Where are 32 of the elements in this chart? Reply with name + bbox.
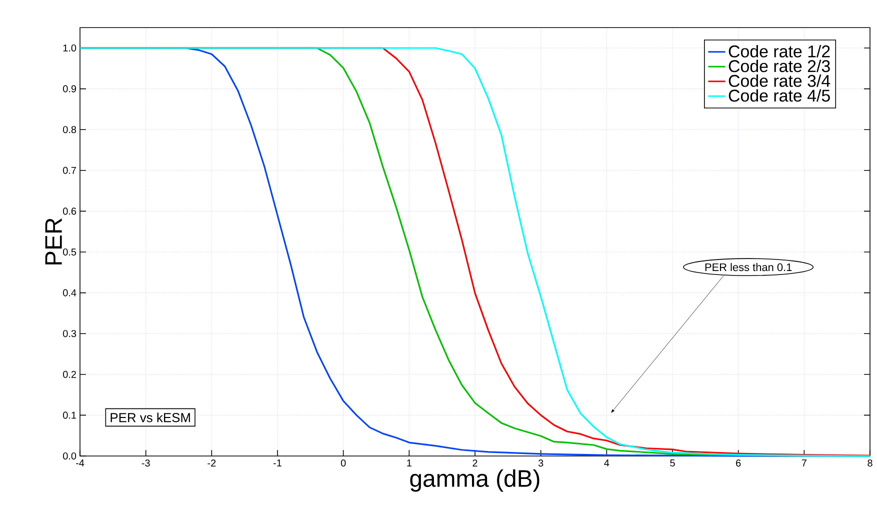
x-tick-label: 6: [736, 460, 741, 467]
x-tick-label: 0: [340, 460, 346, 467]
y-axis-title: PER: [45, 218, 62, 264]
legend-label: Code rate 2/3: [728, 60, 830, 72]
y-tick-label: 0.9: [63, 85, 76, 92]
annotation: PER vs kESM: [110, 412, 190, 422]
x-tick-label: -1: [274, 460, 282, 466]
x-tick-label: -2: [208, 460, 216, 466]
y-tick-label: 0.8: [63, 126, 76, 134]
y-tick-label: 0.7: [63, 166, 76, 174]
y-tick-label: 0.6: [63, 208, 76, 215]
annotation: PER less than 0.1: [705, 263, 792, 272]
y-tick-label: 0.0: [63, 452, 76, 460]
y-tick-label: 0.5: [63, 248, 76, 256]
x-tick-label: 1: [407, 460, 412, 466]
y-tick-label: 0.1: [63, 412, 76, 419]
legend-label: Code rate 1/2: [728, 44, 830, 58]
y-tick-label: 0.3: [63, 330, 76, 338]
x-tick-label: 4: [604, 460, 610, 466]
x-tick-label: 5: [670, 460, 675, 466]
x-tick-label: -4: [76, 460, 84, 466]
y-tick-label: 1.0: [63, 44, 76, 52]
x-tick-label: -3: [142, 460, 150, 467]
y-tick-label: 0.2: [63, 370, 76, 378]
y-tick-label: 0.4: [63, 289, 76, 296]
legend-label: Code rate 4/5: [728, 89, 830, 102]
x-tick-label: 7: [802, 460, 806, 466]
legend-label: Code rate 3/4: [728, 74, 830, 87]
x-axis-title: gamma (dB): [410, 469, 540, 492]
x-tick-label: 8: [868, 460, 872, 467]
x-tick-label: 2: [472, 460, 478, 466]
x-tick-label: 3: [538, 460, 544, 467]
